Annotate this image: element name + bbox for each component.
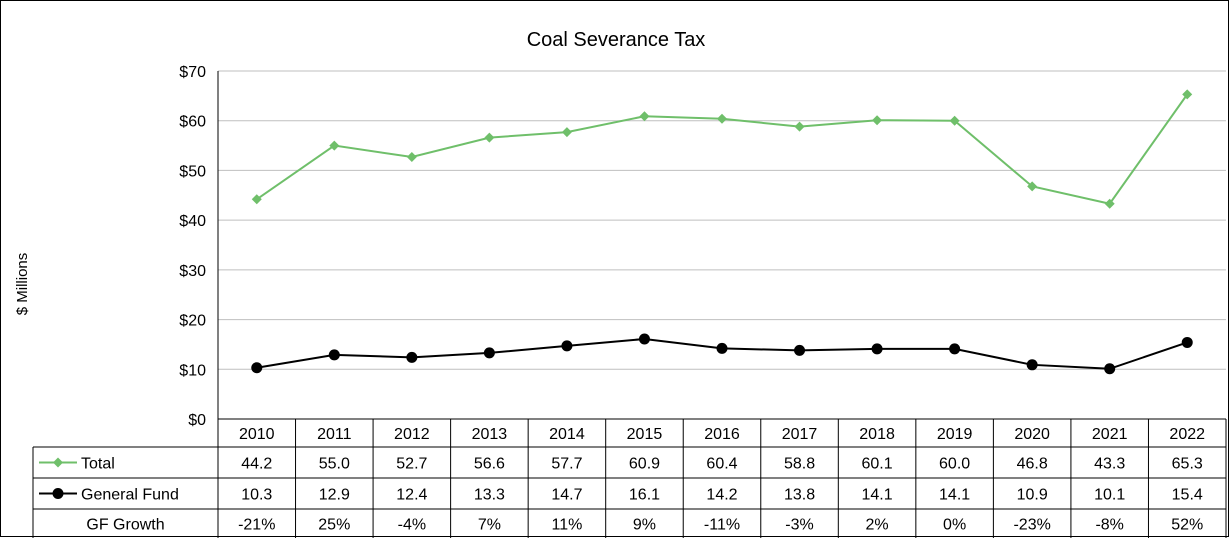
data-point	[406, 351, 418, 363]
y-tick-label: $70	[179, 64, 206, 81]
x-tick-label: 2014	[549, 426, 585, 443]
data-label: 60.0	[939, 456, 970, 473]
data-label: 60.9	[629, 456, 660, 473]
table-cell: -4%	[398, 517, 426, 534]
data-point	[949, 115, 960, 126]
data-point	[328, 349, 340, 361]
y-tick-label: $20	[179, 313, 206, 330]
data-label: 46.8	[1017, 456, 1048, 473]
data-point	[1104, 363, 1116, 375]
data-point	[949, 343, 961, 355]
data-label: 57.7	[551, 456, 582, 473]
y-tick-label: $50	[179, 163, 206, 180]
table-cell: 2%	[866, 517, 889, 534]
data-point	[561, 340, 573, 352]
data-point	[406, 152, 417, 163]
data-point	[716, 342, 728, 354]
data-label: 10.3	[241, 487, 272, 504]
data-point	[1104, 198, 1115, 209]
x-tick-label: 2019	[937, 426, 973, 443]
x-tick-label: 2012	[394, 426, 430, 443]
x-tick-label: 2011	[317, 426, 352, 443]
x-tick-label: 2015	[627, 426, 663, 443]
series-label: General Fund	[81, 487, 179, 504]
data-table: 2010 2011 2012 2013 2014 2015 2016 2017 2018 2019…	[32, 418, 1227, 538]
data-label: 44.2	[241, 456, 272, 473]
legend-key-marker	[52, 488, 64, 499]
x-tick-label: 2010	[239, 426, 275, 443]
table-cell: 52%	[1171, 517, 1203, 534]
table-cell: 0%	[943, 517, 966, 534]
table-cell: 25%	[318, 517, 350, 534]
series-line	[256, 93, 1189, 205]
data-point	[1181, 336, 1193, 348]
data-point	[1026, 359, 1038, 371]
series-layer	[251, 89, 1193, 375]
table-cell: -11%	[704, 517, 740, 534]
data-point	[561, 127, 572, 138]
y-axis-ticks: $0 $10 $20 $30 $40 $50 $60 $70	[179, 64, 206, 429]
data-label: 55.0	[319, 456, 350, 473]
data-point	[329, 140, 340, 151]
data-label: 65.3	[1172, 456, 1203, 473]
y-axis-label: $ Millions	[14, 253, 31, 316]
data-label: 58.8	[784, 456, 815, 473]
data-label: 60.4	[706, 456, 737, 473]
row-label: GF Growth	[86, 517, 164, 534]
x-tick-label: 2016	[704, 426, 740, 443]
data-point	[871, 343, 883, 355]
data-label: 43.3	[1094, 456, 1125, 473]
data-label: 10.1	[1094, 487, 1125, 504]
data-label: 13.8	[784, 487, 815, 504]
data-point	[1182, 89, 1193, 100]
table-cell: 9%	[633, 517, 656, 534]
data-point	[717, 113, 727, 124]
x-tick-label: 2017	[782, 426, 818, 443]
data-label: 14.1	[862, 487, 893, 504]
data-label: 14.2	[706, 487, 737, 504]
data-label: 15.4	[1172, 487, 1203, 504]
chart-title: Coal Severance Tax	[527, 29, 706, 51]
data-label: 14.1	[939, 487, 970, 504]
data-label: 60.1	[862, 456, 893, 473]
y-tick-label: $10	[179, 362, 206, 379]
y-tick-label: $40	[179, 213, 206, 230]
data-point	[638, 333, 650, 345]
data-label: 13.3	[474, 487, 505, 504]
table-cell: 7%	[478, 517, 501, 534]
data-label: 12.4	[396, 487, 427, 504]
data-point	[794, 121, 805, 132]
data-point	[872, 115, 883, 126]
data-point	[251, 194, 262, 205]
data-label: 52.7	[396, 456, 427, 473]
legend-key-marker	[53, 457, 63, 468]
x-tick-label: 2021	[1092, 426, 1128, 443]
data-label: 12.9	[319, 487, 350, 504]
data-point	[1027, 181, 1038, 192]
x-tick-label: 2013	[472, 426, 508, 443]
table-cell: -21%	[238, 517, 275, 534]
x-tick-label: 2022	[1169, 426, 1205, 443]
data-label: 14.7	[551, 487, 582, 504]
y-tick-label: $0	[188, 412, 206, 429]
data-label: 10.9	[1017, 487, 1048, 504]
table-cell: -8%	[1095, 517, 1123, 534]
y-tick-label: $60	[179, 114, 206, 131]
data-point	[483, 347, 495, 359]
data-label: 16.1	[629, 487, 660, 504]
x-tick-label: 2020	[1014, 426, 1050, 443]
table-cell: -3%	[785, 517, 813, 534]
y-tick-label: $30	[179, 263, 206, 280]
table-cell: 11%	[552, 517, 583, 534]
data-point	[794, 344, 806, 356]
data-point	[639, 111, 650, 122]
x-tick-label: 2018	[859, 426, 895, 443]
data-point	[251, 362, 263, 374]
series-label: Total	[81, 456, 115, 473]
data-label: 56.6	[474, 456, 505, 473]
data-point	[484, 132, 495, 143]
table-cell: -23%	[1013, 517, 1050, 534]
